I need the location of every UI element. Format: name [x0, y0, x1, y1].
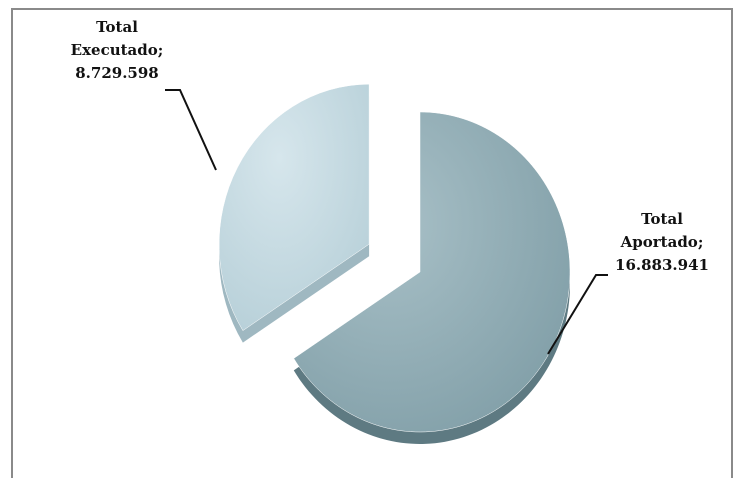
leader-line-aportado	[547, 274, 608, 355]
slice-label-aportado-value: 16.883.941	[615, 256, 709, 274]
slice-label-executado-line1: Total	[96, 18, 138, 36]
leader-line-executado	[165, 89, 217, 171]
pie-slice-executado	[218, 83, 370, 331]
slice-label-executado-value: 8.729.598	[75, 64, 159, 82]
slice-label-executado-line2: Executado;	[71, 41, 164, 59]
slice-label-aportado-line1: Total	[641, 210, 683, 228]
slice-label-aportado-line2: Aportado;	[620, 233, 704, 251]
